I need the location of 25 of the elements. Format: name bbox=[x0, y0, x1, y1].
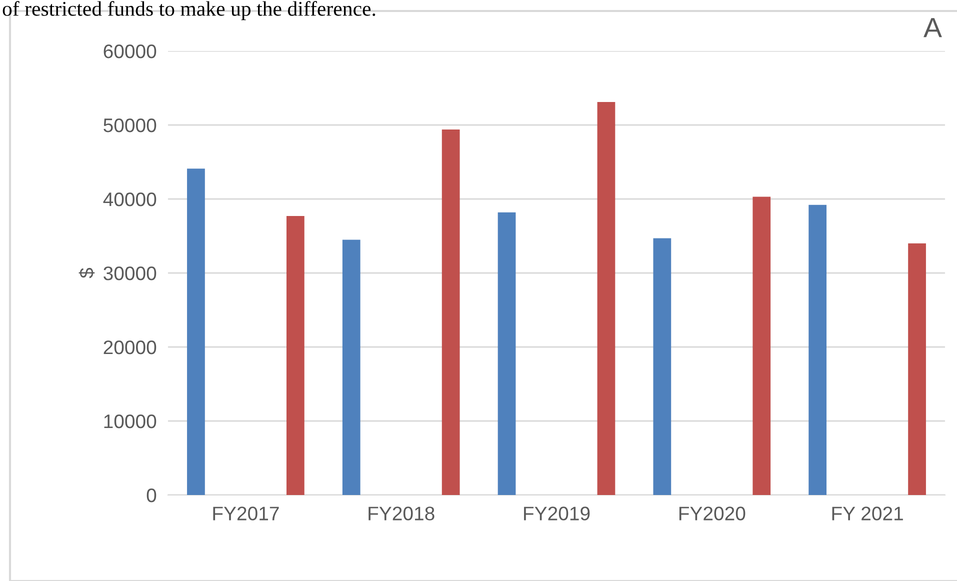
y-tick-label: 10000 bbox=[104, 414, 156, 428]
y-axis-title: $ bbox=[78, 268, 95, 278]
bar bbox=[342, 240, 360, 495]
bar bbox=[597, 102, 616, 495]
y-tick-label: 20000 bbox=[104, 340, 156, 354]
text: A bbox=[924, 18, 942, 38]
y-tick-label: 30000 bbox=[104, 266, 156, 280]
bar bbox=[498, 212, 516, 495]
bar bbox=[286, 216, 304, 495]
bar bbox=[908, 243, 926, 495]
y-tick-label: 60000 bbox=[104, 44, 156, 58]
y-tick-label: 40000 bbox=[103, 192, 156, 206]
bar bbox=[187, 168, 205, 495]
bar bbox=[752, 196, 771, 495]
x-tick-label: FY2017 bbox=[213, 506, 279, 520]
y-tick-label: 50000 bbox=[104, 118, 156, 132]
x-tick-label: FY2020 bbox=[679, 506, 746, 520]
x-tick-label: FY 2021 bbox=[832, 506, 903, 520]
bar bbox=[653, 238, 672, 495]
bar bbox=[808, 204, 827, 495]
bar bbox=[442, 129, 460, 495]
y-tick-label: 0 bbox=[146, 488, 156, 502]
x-tick-label: FY2018 bbox=[368, 506, 434, 520]
x-tick-label: FY2019 bbox=[524, 506, 590, 520]
text: of restricted funds to make up the difference. bbox=[2, 1, 376, 20]
